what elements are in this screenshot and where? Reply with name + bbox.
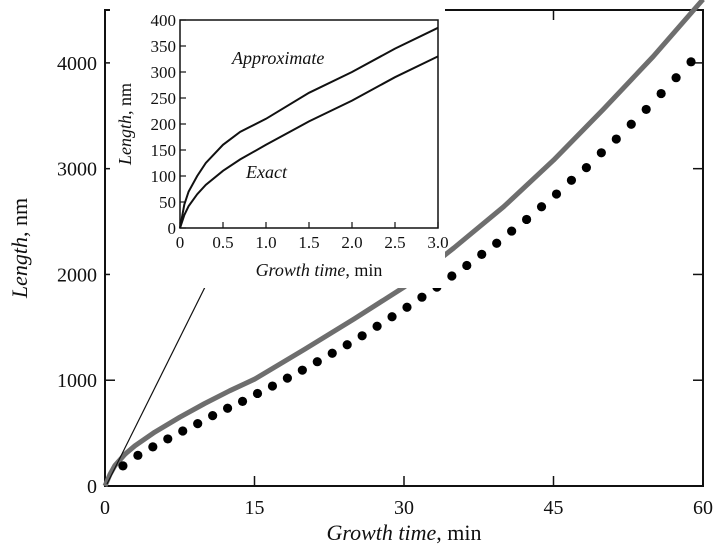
main-x-tick-label: 30 bbox=[394, 497, 414, 519]
main-dot-point bbox=[641, 104, 651, 115]
main-dot-point bbox=[417, 292, 427, 302]
main-dot-point bbox=[686, 57, 696, 67]
inset-y-axis-title-name: Length bbox=[115, 115, 135, 166]
inset-pointer-arrow bbox=[106, 264, 217, 485]
inset-axis-ticks: 0 0.5 1.0 1.5 2.0 2.5 3.0 0 50 100 150 200 250 300 350… bbox=[151, 11, 449, 252]
inset-y-tick-label: 50 bbox=[159, 193, 176, 212]
main-dot-point bbox=[372, 321, 382, 331]
main-dot-point bbox=[477, 249, 487, 259]
main-dot-point bbox=[208, 411, 218, 421]
main-dot-point bbox=[312, 357, 322, 367]
main-dot-point bbox=[222, 403, 233, 413]
main-dot-point bbox=[536, 202, 547, 212]
inset-x-axis-title-name: Growth time bbox=[256, 260, 346, 280]
main-y-tick-label: 2000 bbox=[57, 264, 97, 286]
main-dot-point bbox=[626, 119, 636, 129]
main-dot-point bbox=[566, 175, 577, 185]
main-dot-point bbox=[237, 396, 248, 406]
inset-x-tick-label: 0.5 bbox=[212, 233, 233, 252]
label-approximate: Approximate bbox=[231, 48, 324, 68]
main-x-axis-title-name: Growth time bbox=[326, 520, 436, 545]
inset-y-tick-label: 350 bbox=[151, 37, 177, 56]
main-dot-point bbox=[402, 302, 412, 312]
inset-x-tick-label: 2.5 bbox=[384, 233, 405, 252]
inset-y-tick-label: 200 bbox=[151, 115, 177, 134]
main-dot-point bbox=[148, 442, 158, 452]
inset-y-tick-label: 300 bbox=[151, 63, 177, 82]
inset-x-tick-label: 3.0 bbox=[427, 233, 448, 252]
inset-x-tick-label: 0 bbox=[176, 233, 185, 252]
inset-series-group bbox=[179, 26, 439, 229]
inset-y-tick-label: 400 bbox=[151, 11, 177, 30]
inset-y-tick-label: 100 bbox=[151, 167, 177, 186]
main-x-axis-title: Growth time, min bbox=[326, 520, 481, 545]
main-dot-point bbox=[611, 134, 621, 144]
main-y-axis-title-unit: , nm bbox=[7, 198, 32, 237]
main-dot-point bbox=[581, 163, 591, 173]
main-dot-point bbox=[462, 260, 472, 271]
main-dot-point bbox=[133, 450, 143, 460]
main-dot-point bbox=[267, 381, 278, 391]
main-dot-point bbox=[387, 312, 397, 322]
main-dot-point bbox=[521, 214, 532, 225]
main-dot-point bbox=[193, 418, 203, 429]
main-x-axis-title-unit: , min bbox=[436, 520, 481, 545]
inset-x-axis-title: Growth time, min bbox=[256, 260, 383, 280]
main-dot-point bbox=[327, 348, 337, 358]
main-dot-point bbox=[671, 73, 681, 83]
arrow-line bbox=[106, 264, 217, 485]
main-dot-point bbox=[342, 340, 352, 350]
main-line-series bbox=[102, 0, 705, 487]
inset-y-tick-label: 0 bbox=[168, 219, 177, 238]
main-y-tick-label: 0 bbox=[87, 476, 97, 498]
inset-x-tick-label: 1.5 bbox=[298, 233, 319, 252]
main-x-tick-label: 0 bbox=[100, 497, 110, 519]
inset-y-axis-title-unit: , nm bbox=[115, 83, 135, 115]
main-y-axis-title-name: Length bbox=[7, 237, 32, 299]
main-dot-point bbox=[118, 461, 128, 471]
inset-background bbox=[110, 8, 445, 288]
main-dot-point bbox=[656, 88, 666, 99]
inset-y-tick-label: 150 bbox=[151, 141, 177, 160]
main-series-group bbox=[102, 0, 705, 487]
main-dot-point bbox=[297, 365, 307, 375]
inset-plot: 0 0.5 1.0 1.5 2.0 2.5 3.0 0 50 100 150 200 250 300 350… bbox=[110, 8, 449, 288]
main-dot-point bbox=[252, 388, 263, 399]
inset-y-tick-label: 250 bbox=[151, 89, 177, 108]
inset-x-tick-label: 2.0 bbox=[341, 233, 362, 252]
main-x-tick-label: 15 bbox=[245, 497, 265, 519]
inset-x-axis-title-unit: , min bbox=[345, 260, 382, 280]
main-dot-point bbox=[507, 226, 517, 236]
main-dot-point bbox=[596, 148, 606, 158]
main-x-tick-label: 45 bbox=[544, 497, 564, 519]
main-dot-point bbox=[492, 238, 502, 248]
main-y-axis-title: Length, nm bbox=[7, 198, 32, 299]
main-dot-point bbox=[178, 426, 188, 436]
main-y-tick-label: 1000 bbox=[57, 370, 97, 392]
main-dot-point bbox=[447, 271, 457, 281]
main-dot-point bbox=[551, 189, 562, 199]
inset-x-tick-label: 1.0 bbox=[255, 233, 276, 252]
inset-line-approximate bbox=[179, 26, 439, 229]
main-y-tick-label: 3000 bbox=[57, 159, 97, 181]
label-exact: Exact bbox=[245, 162, 288, 182]
main-y-tick-label: 4000 bbox=[57, 53, 97, 75]
main-x-tick-label: 60 bbox=[693, 497, 713, 519]
inset-y-axis-title: Length, nm bbox=[115, 83, 135, 166]
main-dot-point bbox=[282, 373, 292, 383]
main-dot-point bbox=[163, 434, 173, 444]
main-dot-point bbox=[357, 331, 367, 341]
inset-line-exact bbox=[179, 55, 439, 229]
